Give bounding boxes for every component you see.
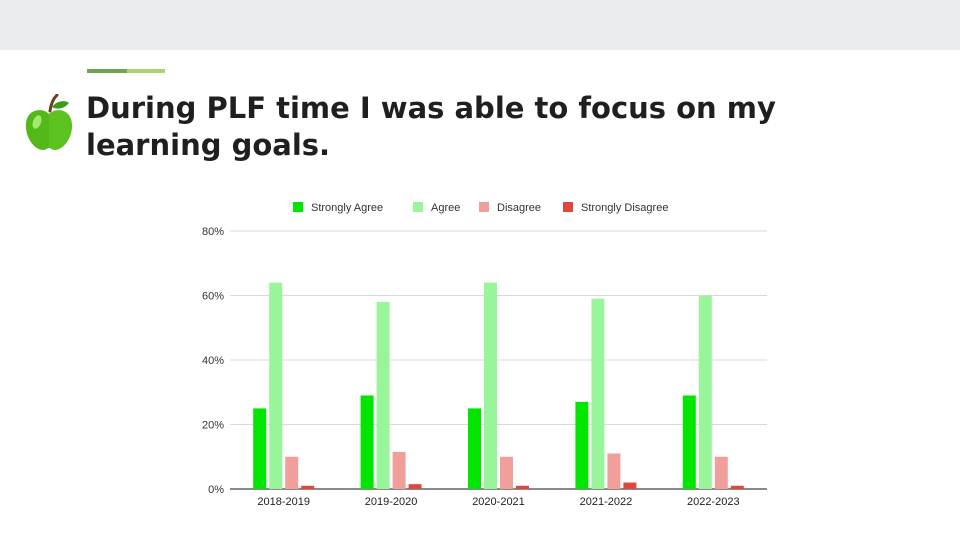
bar-strongly-disagree-2019-2020	[408, 484, 422, 489]
legend-label: Agree	[431, 202, 460, 214]
bar-strongly-disagree-2020-2021	[516, 485, 529, 489]
bar-agree-2020-2021	[484, 282, 497, 489]
bar-disagree-2021-2022	[607, 453, 621, 489]
accent-segment-light	[127, 69, 165, 73]
y-tick-label: 40%	[202, 355, 224, 367]
legend-label: Disagree	[497, 202, 541, 214]
x-tick-label: 2021-2022	[580, 496, 633, 508]
legend-label: Strongly Agree	[311, 202, 383, 214]
bar-strongly-agree-2020-2021	[468, 408, 481, 489]
y-tick-label: 80%	[202, 226, 224, 238]
slide-title: During PLF time I was able to focus on m…	[86, 91, 776, 162]
bar-disagree-2018-2019	[285, 456, 299, 489]
bar-strongly-disagree-2018-2019	[301, 485, 315, 489]
legend-label: Strongly Disagree	[581, 202, 668, 214]
bar-strongly-agree-2021-2022	[575, 401, 589, 489]
bar-disagree-2020-2021	[500, 456, 513, 489]
bar-agree-2018-2019	[269, 282, 283, 489]
bar-strongly-disagree-2022-2023	[730, 485, 744, 489]
green-apple-icon	[25, 94, 73, 150]
bar-strongly-agree-2018-2019	[253, 408, 267, 489]
x-tick-label: 2020-2021	[472, 496, 525, 508]
legend-swatch	[479, 202, 489, 212]
bar-agree-2019-2020	[376, 301, 390, 489]
bar-chart: 0% 20% 40% 60% 80% 2018-2019 2019-2020 2020-202…	[202, 202, 767, 508]
y-tick-label: 60%	[202, 291, 224, 303]
bar-strongly-agree-2019-2020	[360, 395, 374, 489]
bar-agree-2021-2022	[591, 298, 605, 489]
bar-disagree-2019-2020	[392, 451, 406, 489]
legend-swatch	[413, 202, 423, 212]
legend-swatch	[563, 202, 573, 212]
bar-strongly-disagree-2021-2022	[623, 482, 637, 489]
y-tick-label: 0%	[208, 484, 224, 496]
y-tick-label: 20%	[202, 420, 224, 432]
accent-segment-dark	[87, 69, 127, 73]
x-tick-label: 2019-2020	[365, 496, 418, 508]
bar-strongly-agree-2022-2023	[682, 395, 696, 489]
top-band	[0, 0, 960, 50]
legend-swatch	[293, 202, 303, 212]
title-accent-line	[87, 69, 165, 73]
bar-disagree-2022-2023	[714, 456, 728, 489]
x-tick-label: 2018-2019	[257, 496, 310, 508]
x-tick-label: 2022-2023	[687, 496, 740, 508]
bar-agree-2022-2023	[698, 295, 712, 489]
